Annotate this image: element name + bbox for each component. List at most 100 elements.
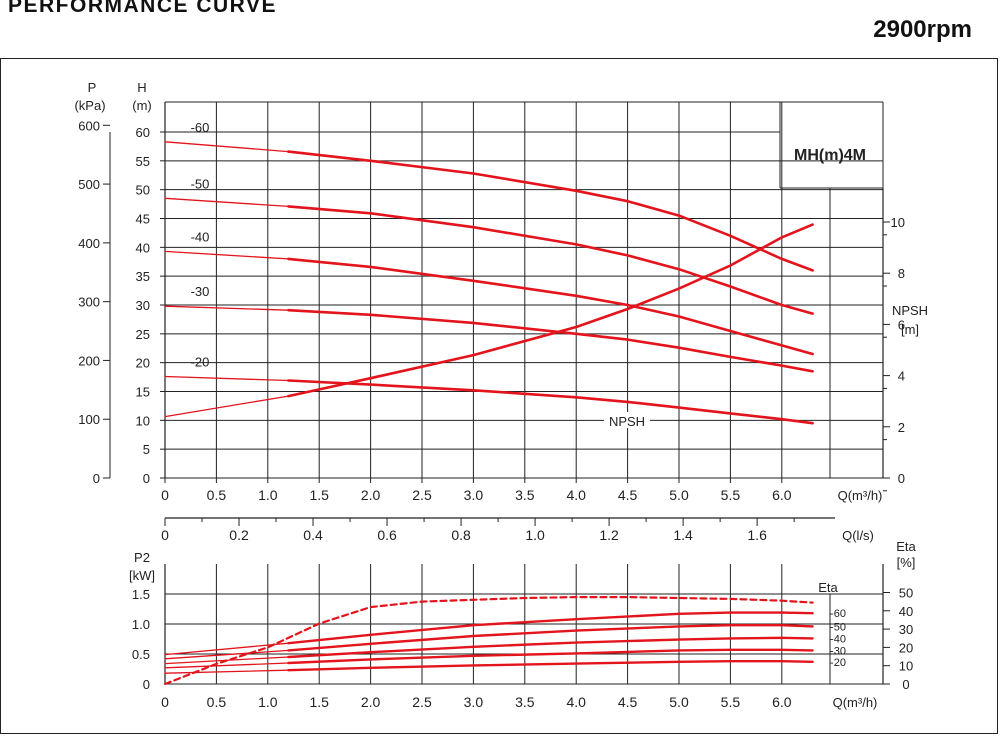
- q-axis-title: Q(m³/h): [838, 488, 883, 503]
- q-tick-label: 3.0: [464, 694, 484, 710]
- npsh-tick-label: 10: [891, 215, 905, 230]
- npsh-tick-label: 4: [898, 369, 905, 384]
- ls-tick-label: 1.0: [525, 527, 545, 543]
- q-tick-label: 3.5: [515, 487, 535, 503]
- power-curve-60: [287, 611, 814, 645]
- ls-tick-label: 0: [161, 527, 169, 543]
- q-tick-label: 1.5: [309, 694, 329, 710]
- q-tick-label: 2.5: [412, 694, 432, 710]
- q-tick-label: 5.5: [721, 694, 741, 710]
- p-tick-label: 500: [78, 177, 100, 192]
- h-axis-unit: (m): [132, 98, 152, 113]
- p2-tick-label: 1.0: [132, 617, 150, 632]
- npsh-axis-title: NPSH: [892, 303, 928, 318]
- npsh-curve-label: NPSH: [609, 414, 645, 429]
- power-curve-40: [287, 636, 814, 659]
- ls-tick-label: 0.6: [377, 527, 397, 543]
- eta-tick-label: 50: [899, 586, 913, 601]
- q-tick-label: 4.0: [566, 487, 586, 503]
- ls-tick-label: 0.2: [229, 527, 249, 543]
- h-tick-label: 30: [136, 298, 150, 313]
- eta-tick-label: 10: [899, 659, 913, 674]
- h-tick-label: 20: [136, 356, 150, 371]
- eta-axis-title: Eta: [896, 539, 916, 554]
- p2-axis-title: P2: [134, 550, 150, 565]
- eta-tick-label: 20: [899, 640, 913, 655]
- q-tick-label: 0.5: [207, 487, 227, 503]
- head-curve-label: -60: [191, 120, 210, 135]
- power-curve-60: [164, 642, 290, 656]
- h-tick-label: 60: [136, 125, 150, 140]
- npsh-tick-label: 6: [898, 317, 905, 332]
- ls-tick-label: 1.4: [673, 527, 693, 543]
- eta-tick-label: 0: [902, 677, 909, 692]
- p-tick-label: 200: [78, 353, 100, 368]
- q-tick-label: 6.0: [772, 694, 792, 710]
- q-axis-title: Q(m³/h): [833, 695, 878, 710]
- ls-axis-title: Q(l/s): [842, 528, 874, 543]
- head-curve-label: -40: [191, 229, 210, 244]
- power-curve-30: [287, 648, 814, 665]
- q-tick-label: 1.0: [258, 694, 278, 710]
- model-label: MH(m)4M: [794, 147, 866, 164]
- p-axis-unit: (kPa): [74, 98, 105, 113]
- q-tick-label: 2.0: [361, 487, 381, 503]
- power-curve-20: [164, 669, 290, 674]
- speed-label: 2900rpm: [873, 16, 972, 43]
- h-tick-label: 5: [143, 442, 150, 457]
- eta-tick-label: 30: [899, 622, 913, 637]
- q-tick-label: 5.0: [669, 694, 689, 710]
- power-curve-label: -60: [830, 608, 846, 620]
- q-tick-label: 3.5: [515, 694, 535, 710]
- head-curve-label: -30: [191, 284, 210, 299]
- head-curve-label: -50: [191, 176, 210, 191]
- p2-tick-label: 0.5: [132, 647, 150, 662]
- h-tick-label: 15: [136, 385, 150, 400]
- head-curve-20: [164, 375, 290, 382]
- eta-tick-label: 40: [899, 604, 913, 619]
- q-tick-label: 2.5: [412, 487, 432, 503]
- q-tick-label: 2.0: [361, 694, 381, 710]
- p-tick-label: 400: [78, 236, 100, 251]
- h-tick-label: 55: [136, 154, 150, 169]
- p-tick-label: 0: [93, 471, 100, 486]
- power-curve-label: -50: [830, 621, 846, 633]
- npsh-tick-label: 8: [898, 266, 905, 281]
- q-tick-label: 4.5: [618, 487, 638, 503]
- h-tick-label: 45: [136, 212, 150, 227]
- npsh-axis-unit: [m]: [901, 322, 919, 337]
- q-tick-label: 0: [161, 487, 169, 503]
- head-curve-50: [164, 197, 290, 208]
- h-tick-label: 25: [136, 327, 150, 342]
- power-curve-50: [164, 649, 290, 660]
- q-tick-label: 4.5: [618, 694, 638, 710]
- h-tick-label: 10: [136, 413, 150, 428]
- ls-tick-label: 0.8: [451, 527, 471, 543]
- power-curve-label: -30: [830, 645, 846, 657]
- p-tick-label: 300: [78, 295, 100, 310]
- power-curve-30: [164, 662, 290, 669]
- q-tick-label: 4.0: [566, 694, 586, 710]
- eta-axis-unit: [%]: [897, 555, 916, 570]
- npsh-label-bg: [604, 412, 650, 428]
- p2-tick-label: 0: [143, 677, 150, 692]
- head-curve-60: [164, 141, 290, 153]
- page-title: PERFORMANCE CURVE: [8, 0, 277, 17]
- head-curve-40: [164, 250, 290, 260]
- q-tick-label: 6.0: [772, 487, 792, 503]
- head-curve-20: [287, 379, 814, 425]
- p2-axis-unit: [kW]: [129, 568, 155, 583]
- h-axis-title: H: [137, 80, 146, 95]
- q-tick-label: 3.0: [464, 487, 484, 503]
- q-tick-label: 5.5: [721, 487, 741, 503]
- efficiency-curve: [163, 595, 814, 686]
- eta-legend-label: Eta: [818, 580, 838, 595]
- npsh-tick-label: 0: [898, 471, 905, 486]
- h-tick-label: 35: [136, 269, 150, 284]
- p-axis-title: P: [88, 80, 97, 95]
- q-tick-label: 1.5: [309, 487, 329, 503]
- h-tick-label: 50: [136, 183, 150, 198]
- q-tick-label: 1.0: [258, 487, 278, 503]
- p-tick-label: 600: [78, 118, 100, 133]
